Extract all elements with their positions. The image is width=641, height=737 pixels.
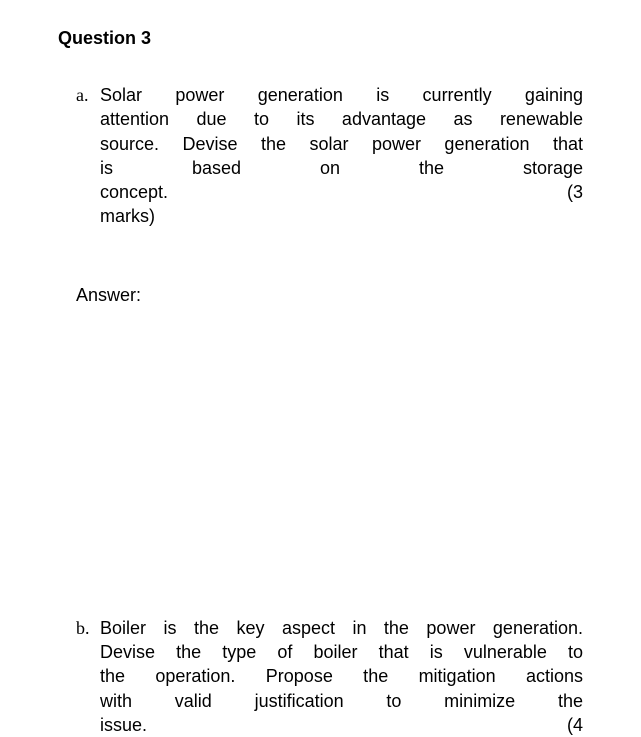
- part-a-body: Solar power generation is currently gain…: [100, 83, 583, 229]
- part-a-line6: marks): [100, 204, 583, 228]
- part-b-line3: the operation. Propose the mitigation ac…: [100, 664, 583, 688]
- part-a-line5-left: concept.: [100, 182, 168, 202]
- part-b-marker: b.: [76, 616, 100, 737]
- answer-label: Answer:: [76, 285, 583, 306]
- question-title: Question 3: [58, 28, 583, 49]
- part-a-line5: concept. (3: [100, 180, 583, 204]
- part-a-line5-right: (3: [567, 182, 583, 202]
- part-b-line5-right: (4: [567, 715, 583, 735]
- part-a-line3: source. Devise the solar power generatio…: [100, 132, 583, 156]
- part-a: a. Solar power generation is currently g…: [76, 83, 583, 229]
- part-b-line4: with valid justification to minimize the: [100, 689, 583, 713]
- part-a-line4: is based on the storage: [100, 156, 583, 180]
- part-a-line2: attention due to its advantage as renewa…: [100, 107, 583, 131]
- part-a-line1: Solar power generation is currently gain…: [100, 83, 583, 107]
- part-b-line5-left: issue.: [100, 715, 147, 735]
- part-b-line2: Devise the type of boiler that is vulner…: [100, 640, 583, 664]
- part-b-line1: Boiler is the key aspect in the power ge…: [100, 616, 583, 640]
- part-a-marker: a.: [76, 83, 100, 229]
- part-b-body: Boiler is the key aspect in the power ge…: [100, 616, 583, 737]
- part-b-line5: issue. (4: [100, 713, 583, 737]
- part-b: b. Boiler is the key aspect in the power…: [76, 616, 583, 737]
